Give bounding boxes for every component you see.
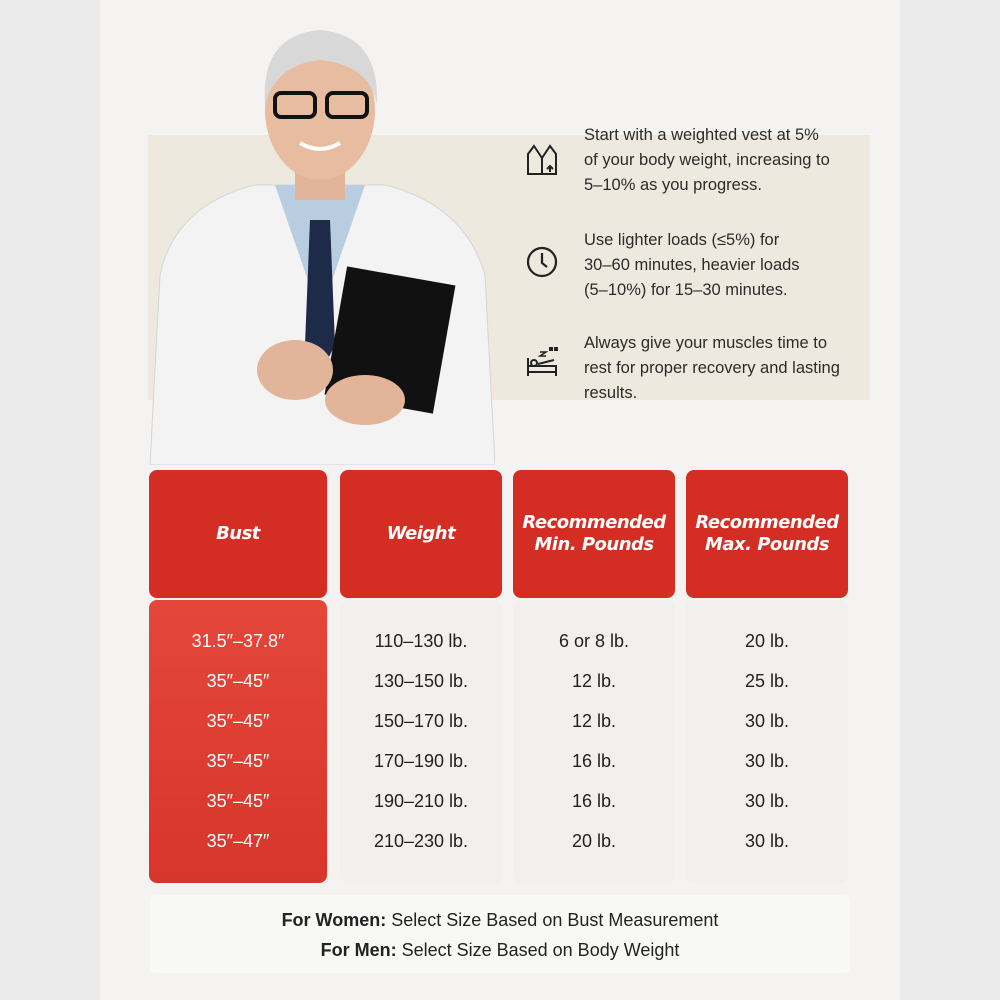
tip-line: Start with a weighted vest at 5%	[584, 126, 819, 144]
column-bust: Bust 31.5″–37.8″ 35″–45″ 35″–45″ 35″–45″…	[149, 470, 327, 883]
doctor-photo	[149, 30, 495, 465]
weighted-vest-icon	[527, 144, 557, 175]
table-cell: 31.5″–37.8″	[191, 631, 285, 651]
rest-bed-icon	[527, 347, 558, 376]
column-min-pounds: Recommended Min. Pounds 6 or 8 lb. 12 lb…	[513, 470, 675, 883]
header-bust: Bust	[149, 470, 327, 598]
tip-line: of your body weight, increasing to	[584, 151, 830, 169]
tip-line: 30–60 minutes, heavier loads	[584, 256, 800, 274]
table-cell: 35″–45″	[206, 671, 270, 691]
tip-line: results.	[584, 384, 638, 402]
table-cell: 12 lb.	[571, 711, 617, 731]
header-min-pounds: Recommended Min. Pounds	[513, 470, 675, 598]
table-cell: 30 lb.	[744, 711, 790, 731]
table-cell: 12 lb.	[571, 671, 617, 691]
table-cell: 150–170 lb.	[373, 711, 469, 731]
clock-icon	[526, 246, 558, 278]
table-cell: 30 lb.	[744, 831, 790, 851]
header-weight: Weight	[340, 470, 502, 598]
column-max-pounds: Recommended Max. Pounds 20 lb. 25 lb. 30…	[686, 470, 848, 883]
women-text: Select Size Based on Bust Measurement	[386, 910, 719, 930]
tip-line: Use lighter loads (≤5%) for	[584, 231, 780, 249]
table-cell: 25 lb.	[744, 671, 790, 691]
table-cell: 30 lb.	[744, 791, 790, 811]
table-cell: 130–150 lb.	[373, 671, 469, 691]
table-cell: 110–130 lb.	[374, 631, 468, 651]
tip-load-duration: Use lighter loads (≤5%) for 30–60 minute…	[584, 228, 874, 303]
column-bust-body: 31.5″–37.8″ 35″–45″ 35″–45″ 35″–45″ 35″–…	[149, 600, 327, 883]
table-cell: 20 lb.	[571, 831, 617, 851]
men-label: For Men:	[320, 940, 397, 960]
table-cell: 170–190 lb.	[373, 751, 469, 771]
column-weight: Weight 110–130 lb. 130–150 lb. 150–170 l…	[340, 470, 502, 883]
table-cell: 20 lb.	[744, 631, 790, 651]
men-note: For Men: Select Size Based on Body Weigh…	[150, 935, 850, 965]
men-text: Select Size Based on Body Weight	[396, 940, 680, 960]
sizing-note: For Women: Select Size Based on Bust Mea…	[150, 895, 850, 973]
table-cell: 35″–45″	[206, 711, 270, 731]
women-label: For Women:	[281, 910, 387, 930]
column-min-body: 6 or 8 lb. 12 lb. 12 lb. 16 lb. 16 lb. 2…	[513, 600, 675, 883]
column-max-body: 20 lb. 25 lb. 30 lb. 30 lb. 30 lb. 30 lb…	[686, 600, 848, 883]
table-cell: 16 lb.	[571, 791, 617, 811]
column-weight-body: 110–130 lb. 130–150 lb. 150–170 lb. 170–…	[340, 600, 502, 883]
table-cell: 30 lb.	[744, 751, 790, 771]
tip-line: rest for proper recovery and lasting	[584, 359, 840, 377]
table-cell: 35″–47″	[206, 831, 270, 851]
table-cell: 35″–45″	[206, 751, 270, 771]
table-cell: 35″–45″	[206, 791, 270, 811]
tip-rest: Always give your muscles time to rest fo…	[584, 331, 874, 406]
women-note: For Women: Select Size Based on Bust Mea…	[150, 905, 850, 935]
tip-vest-weight: Start with a weighted vest at 5% of your…	[584, 123, 874, 198]
table-cell: 210–230 lb.	[373, 831, 469, 851]
table-cell: 6 or 8 lb.	[558, 631, 630, 651]
tip-line: (5–10%) for 15–30 minutes.	[584, 281, 788, 299]
header-max-pounds: Recommended Max. Pounds	[686, 470, 848, 598]
table-cell: 190–210 lb.	[373, 791, 469, 811]
table-cell: 16 lb.	[571, 751, 617, 771]
tip-line: 5–10% as you progress.	[584, 176, 762, 194]
tip-line: Always give your muscles time to	[584, 334, 827, 352]
